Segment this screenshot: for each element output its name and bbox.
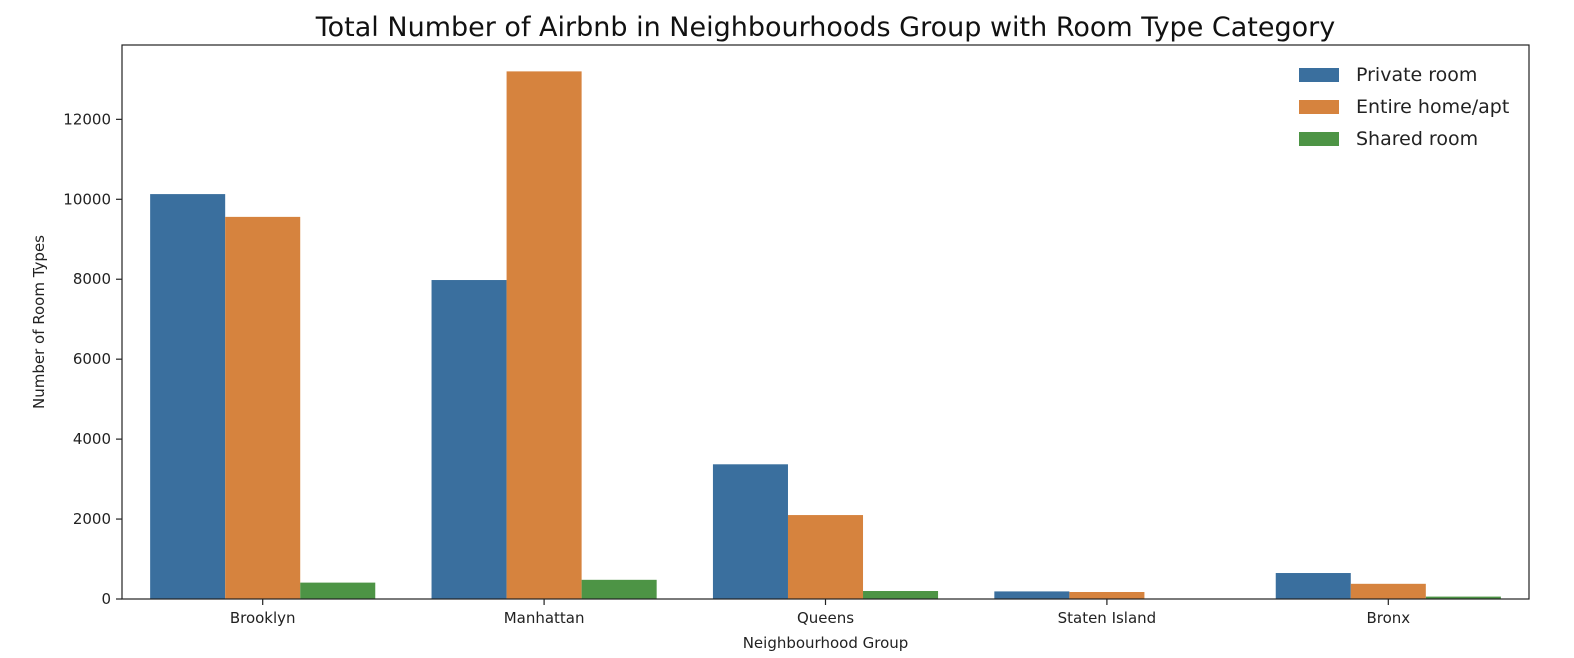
- legend-label: Entire home/apt: [1356, 96, 1509, 118]
- x-tick-label: Queens: [797, 609, 854, 627]
- y-tick-label: 8000: [73, 270, 111, 288]
- legend-label: Private room: [1356, 64, 1477, 86]
- bar-brooklyn-entire-home-apt: [225, 216, 301, 599]
- x-axis-label: Neighbourhood Group: [743, 634, 909, 652]
- bar-queens-entire-home-apt: [787, 515, 864, 599]
- legend-label: Shared room: [1356, 128, 1478, 150]
- bar-queens-shared-room: [863, 591, 939, 599]
- legend-swatch: [1299, 100, 1339, 114]
- x-axis: Brooklyn Manhattan Queens Staten Island Bron…: [230, 599, 1410, 627]
- legend-swatch: [1299, 68, 1339, 82]
- x-tick-label: Staten Island: [1058, 609, 1157, 627]
- bar-queens-private-room: [712, 464, 788, 599]
- legend: Private room Entire home/apt Shared room: [1299, 64, 1509, 150]
- bar-bronx-shared-room: [1425, 596, 1501, 599]
- y-axis-label: Number of Room Types: [30, 235, 48, 409]
- y-axis: 0 2000 4000 6000 8000 10000 12000: [63, 110, 122, 608]
- legend-swatch: [1299, 132, 1339, 146]
- bar-manhattan-entire-home-apt: [506, 71, 582, 599]
- y-tick-label: 10000: [63, 190, 111, 208]
- bar-manhattan-private-room: [431, 280, 507, 599]
- y-tick-label: 0: [101, 590, 111, 608]
- bar-bronx-private-room: [1275, 573, 1351, 599]
- x-tick-label: Manhattan: [504, 609, 585, 627]
- x-tick-label: Brooklyn: [230, 609, 296, 627]
- y-tick-label: 12000: [63, 110, 111, 128]
- bars-group: [150, 71, 1501, 599]
- plot-frame: [121, 44, 1530, 600]
- y-tick-label: 4000: [73, 430, 111, 448]
- bar-brooklyn-private-room: [150, 194, 226, 599]
- bar-staten-island-entire-home-apt: [1069, 592, 1145, 599]
- chart-title: Total Number of Airbnb in Neighbourhoods…: [315, 12, 1335, 43]
- bar-bronx-entire-home-apt: [1350, 583, 1426, 599]
- y-tick-label: 6000: [73, 350, 111, 368]
- bar-staten-island-private-room: [994, 591, 1070, 599]
- y-tick-label: 2000: [73, 510, 111, 528]
- bar-manhattan-shared-room: [581, 579, 657, 599]
- x-tick-label: Bronx: [1366, 609, 1410, 627]
- bar-brooklyn-shared-room: [300, 582, 376, 599]
